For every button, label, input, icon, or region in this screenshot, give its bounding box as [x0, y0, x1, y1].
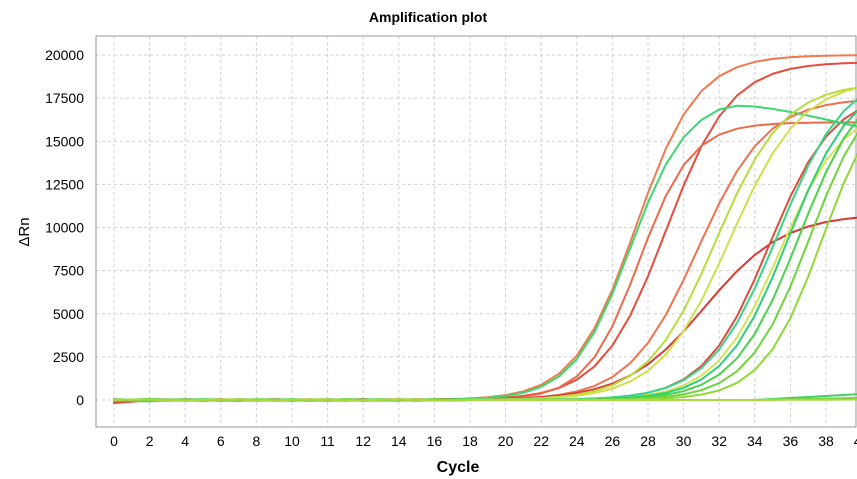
- x-tick-label: 32: [711, 433, 727, 449]
- amplification-curve: [113, 100, 857, 402]
- y-tick-label: 12500: [45, 176, 84, 192]
- x-tick-label: 14: [391, 433, 407, 449]
- x-tick-label: 4: [181, 433, 189, 449]
- y-tick-label: 17500: [45, 90, 84, 106]
- amplification-curve: [113, 86, 857, 402]
- x-tick-label: 36: [783, 433, 799, 449]
- y-axis-label: ΔRn: [16, 217, 33, 246]
- x-tick-label: 6: [217, 433, 225, 449]
- grid: [96, 36, 856, 427]
- x-tick-label: 2: [146, 433, 154, 449]
- x-tick-label: 8: [253, 433, 261, 449]
- amplification-curve: [113, 216, 857, 403]
- x-tick-label: 18: [462, 433, 478, 449]
- y-tick-label: 20000: [45, 47, 84, 63]
- x-tick-label: 22: [533, 433, 549, 449]
- y-tick-label: 0: [76, 392, 84, 408]
- x-tick-label: 38: [818, 433, 834, 449]
- y-tick-labels: 0 2500 5000 7500 10000 12500 15000 17500 20000: [45, 47, 84, 408]
- amplification-curve: [113, 61, 857, 403]
- x-tick-labels: 0246810111214161820222426283032343638404…: [110, 433, 857, 449]
- x-tick-label: 24: [569, 433, 585, 449]
- x-tick-label: 28: [640, 433, 656, 449]
- x-tick-label: 30: [676, 433, 692, 449]
- y-tick-label: 10000: [45, 220, 84, 236]
- y-tick-label: 15000: [45, 133, 84, 149]
- y-tick-label: 2500: [53, 349, 84, 365]
- plot-frame: [95, 35, 857, 428]
- x-tick-label: 0: [110, 433, 118, 449]
- x-tick-label: 40: [854, 433, 857, 449]
- y-tick-label: 5000: [53, 306, 84, 322]
- x-axis-label: Cycle: [437, 459, 480, 476]
- x-tick-label: 10: [284, 433, 300, 449]
- x-tick-label: 20: [498, 433, 514, 449]
- amplification-curve: [113, 54, 857, 405]
- chart-title: Amplification plot: [369, 9, 488, 25]
- x-tick-label: 26: [605, 433, 621, 449]
- y-tick-label: 7500: [53, 263, 84, 279]
- amplification-curve: [113, 398, 857, 402]
- amplification-curve: [113, 118, 857, 402]
- x-tick-label: 12: [355, 433, 371, 449]
- x-tick-label: 11: [320, 433, 335, 449]
- amplification-curve: [113, 87, 857, 402]
- curves: [113, 54, 857, 405]
- x-tick-label: 16: [427, 433, 443, 449]
- x-tick-label: 34: [747, 433, 763, 449]
